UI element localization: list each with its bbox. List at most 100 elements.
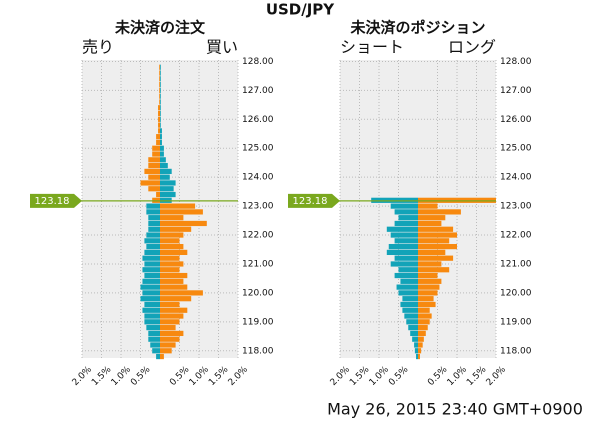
bar [418,296,434,302]
right-label: ロング [448,38,496,57]
bar [386,226,418,232]
bar [156,191,160,198]
bar [144,301,160,308]
bar [398,290,418,296]
y-tick-label: 127.00 [500,86,532,96]
bar [160,134,162,140]
x-tick-label: 1.5% [348,364,372,388]
x-tick-label: 0.5% [129,364,153,388]
bar [418,319,430,325]
x-tick-label: 1.0% [446,364,470,388]
bar [152,348,160,354]
bar [418,336,424,342]
bar [418,220,442,227]
bar [386,249,418,256]
bar [148,186,160,192]
bar [398,215,418,221]
bar [418,244,457,250]
bar [160,151,164,157]
bar [414,348,418,354]
left-label: 売り [82,38,114,57]
left-label: ショート [340,38,404,57]
x-tick-label: 1.0% [110,364,134,388]
bar [418,284,440,290]
bar [160,226,192,232]
y-tick-label: 123.00 [500,202,532,212]
bar [394,255,418,261]
page-title: USD/JPY [266,1,335,19]
y-tick-label: 128.00 [500,57,532,67]
bar [158,128,160,134]
bar [160,180,176,186]
bar [160,232,184,238]
bar [142,278,160,284]
bar [148,162,160,169]
bar [160,244,184,250]
y-tick-label: 123.00 [242,202,274,212]
price-tag [288,193,340,208]
bar [160,319,180,325]
bar [159,81,160,88]
bar [159,70,160,76]
bar [159,64,160,70]
y-tick-label: 120.00 [500,288,532,298]
y-tick-label: 125.00 [242,144,274,154]
bar [160,122,161,128]
bar [160,87,161,93]
bar [159,93,160,99]
bar [160,267,180,273]
bar [418,290,438,296]
bar [160,157,166,163]
bar [388,244,418,250]
x-tick-label: 1.5% [465,364,489,388]
bar [418,301,436,308]
bar [159,87,160,93]
y-tick-label: 125.00 [500,144,532,154]
bar [160,76,161,82]
bar [142,267,160,273]
bar [418,226,454,232]
y-tick-label: 124.00 [500,173,532,183]
bar [398,267,418,273]
bar [160,93,161,99]
bar [400,278,418,284]
y-tick-label: 124.00 [242,173,274,183]
y-tick-label: 128.00 [242,57,274,67]
bar [140,180,160,186]
bar [160,330,184,337]
bar [148,220,160,227]
y-tick-label: 120.00 [242,288,274,298]
bar [390,203,418,209]
bar [160,145,164,151]
bar [160,336,180,342]
bar [160,128,162,134]
bar [140,296,160,302]
x-tick-label: 1.0% [368,364,392,388]
bar [160,353,164,360]
bar [160,342,176,348]
bar [146,232,160,238]
right-label: 買い [206,38,238,57]
bar [156,139,160,146]
bar [416,353,418,360]
bar [160,203,196,209]
bar [418,272,438,279]
bar [418,261,442,267]
panel-title: 未決済の注文 [114,19,206,37]
bar [402,296,418,302]
bar [160,105,161,111]
bar [148,336,160,342]
bar [156,353,160,360]
bar [152,145,160,151]
x-tick-label: 0.5% [168,364,192,388]
bar [418,330,426,337]
bar [144,261,160,267]
bar [418,325,428,331]
bar [160,191,176,198]
bar [160,272,188,279]
bar [160,348,172,354]
bar [140,284,160,290]
bar [158,105,160,111]
bar [146,325,160,331]
bar [160,81,161,88]
